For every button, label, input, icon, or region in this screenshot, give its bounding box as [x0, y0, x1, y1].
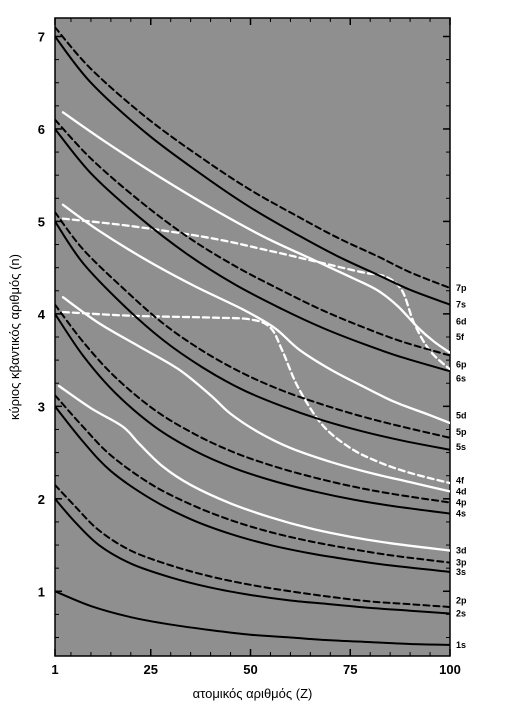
- y-axis-label: κύριος κβαντικός αριθμός (n): [7, 254, 22, 420]
- orbital-label: 5f: [456, 332, 465, 342]
- xtick-label: 50: [243, 662, 257, 677]
- ytick-label: 6: [38, 122, 45, 137]
- x-axis-label: ατομικός αριθμός (Z): [193, 686, 313, 701]
- ytick-label: 3: [38, 399, 45, 414]
- orbital-label: 6d: [456, 316, 467, 326]
- xtick-label: 25: [144, 662, 158, 677]
- orbital-label: 5s: [456, 442, 466, 452]
- orbital-label: 4d: [456, 486, 467, 496]
- orbital-label: 4p: [456, 498, 467, 508]
- orbital-label: 3d: [456, 546, 467, 556]
- ytick-label: 2: [38, 492, 45, 507]
- ytick-label: 1: [38, 584, 45, 599]
- orbital-label: 5p: [456, 427, 467, 437]
- chart-svg: 1 25 50 75 100 1 2 3 4 5 6 7 7p 7s 6d 5f 6p 6s 5d 5p 5s 4f4d 4…: [0, 0, 518, 726]
- orbital-label: 5d: [456, 411, 467, 421]
- ytick-label: 7: [38, 29, 45, 44]
- orbital-label: 1s: [456, 640, 466, 650]
- orbital-label: 3s: [456, 567, 466, 577]
- xtick-label: 75: [343, 662, 357, 677]
- orbital-label: 6p: [456, 360, 467, 370]
- orbital-label: 2s: [456, 608, 466, 618]
- xtick-label: 100: [439, 662, 461, 677]
- orbital-label: 4s: [456, 509, 466, 519]
- xtick-label: 1: [51, 662, 58, 677]
- ytick-label: 4: [38, 307, 46, 322]
- orbital-label: 7s: [456, 300, 466, 310]
- orbital-label: 2p: [456, 596, 467, 606]
- ytick-label: 5: [38, 214, 45, 229]
- orbital-label: 6s: [456, 374, 466, 384]
- orbital-label: 7p: [456, 283, 467, 293]
- orbital-energy-chart: 1 25 50 75 100 1 2 3 4 5 6 7 7p 7s 6d 5f 6p 6s 5d 5p 5s 4f4d 4…: [0, 0, 518, 726]
- orbital-label: 4f: [456, 475, 465, 485]
